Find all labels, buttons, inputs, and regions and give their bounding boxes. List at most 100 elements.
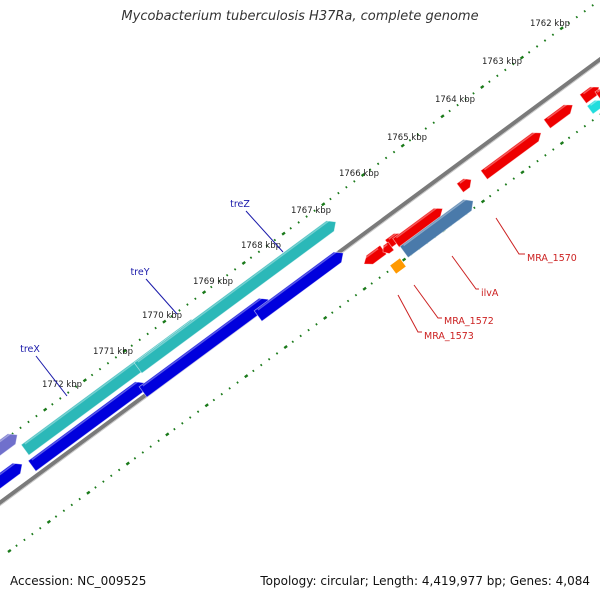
tick-label: 1766 kbp [339, 169, 379, 179]
map-title: Mycobacterium tuberculosis H37Ra, comple… [121, 9, 479, 24]
inner-tick-mark [362, 286, 367, 291]
inner-tick-mark [7, 548, 12, 553]
outer-tick-mark [146, 332, 149, 336]
inner-tick-mark [110, 474, 113, 478]
tick-label: 1770 kbp [142, 311, 182, 321]
outer-tick-mark [337, 191, 340, 195]
outer-tick-mark [297, 221, 300, 224]
outer-tick-mark [90, 373, 94, 377]
accession-text: Accession: NC_009525 [10, 574, 147, 588]
leader-line [245, 210, 284, 253]
inner-tick-mark [473, 206, 476, 210]
gene-label: treZ [230, 199, 250, 210]
MRA_1573-gene[interactable] [361, 244, 388, 268]
gene-arrow[interactable] [543, 101, 576, 129]
inner-tick-mark [291, 340, 295, 344]
inner-tick-mark [31, 532, 34, 536]
inner-tick-mark [283, 345, 288, 350]
inner-tick-mark [23, 538, 26, 542]
inner-tick-mark [544, 154, 547, 157]
outer-tick-mark [353, 180, 356, 183]
inner-tick-mark [307, 328, 310, 332]
outer-tick-mark [313, 209, 316, 213]
gene-label: treX [20, 344, 40, 355]
inner-tick-mark [149, 445, 152, 448]
inner-tick-mark [370, 282, 373, 285]
inner-tick-mark [165, 432, 170, 437]
gene-label: ilvA [481, 288, 499, 299]
MRA_1570-gene[interactable] [480, 128, 545, 180]
ilvA-gene[interactable] [399, 195, 477, 259]
outer-tick-mark [82, 378, 87, 383]
tick-label: 1762 kbp [530, 19, 570, 29]
outer-tick-mark [281, 231, 286, 236]
outer-tick-mark [217, 279, 221, 283]
gene-arrow[interactable] [27, 378, 148, 472]
outer-tick-mark [575, 15, 579, 19]
inner-tick-mark [575, 130, 579, 134]
tick-label: 1772 kbp [42, 380, 82, 390]
inner-tick-mark [552, 148, 555, 151]
outer-tick-mark [59, 397, 62, 400]
tick-label: 1763 kbp [482, 57, 522, 67]
inner-tick-mark [520, 170, 525, 175]
leader-line [145, 278, 178, 315]
inner-tick-mark [70, 503, 74, 507]
MRA_1572-gene[interactable] [380, 241, 395, 256]
inner-tick-mark [496, 188, 500, 192]
inner-tick-mark [331, 311, 334, 314]
outer-tick-mark [368, 168, 372, 171]
inner-tick-mark [125, 461, 130, 466]
outer-tick-mark [66, 391, 70, 394]
inner-tick-mark [102, 480, 105, 483]
inner-tick-mark [299, 334, 302, 338]
inner-tick-mark [46, 519, 51, 524]
outer-tick-mark [448, 109, 451, 113]
tick-label: 1771 kbp [93, 347, 133, 357]
gene-arrow[interactable] [390, 258, 406, 274]
gene-label: treY [130, 267, 149, 278]
inner-tick-mark [15, 544, 18, 547]
inner-tick-mark [275, 352, 279, 355]
inner-tick-mark [354, 293, 358, 297]
tick-layer: 1762 kbp 1763 kbp 1764 kbp 1765 kbp 1766 kbp… [3, 4, 600, 553]
outer-tick-mark [456, 103, 459, 107]
tick-label: 1768 kbp [241, 241, 281, 251]
inner-tick-mark [259, 363, 263, 367]
inner-tick-mark [583, 124, 587, 128]
inner-tick-mark [504, 183, 508, 186]
inner-tick-mark [386, 270, 389, 274]
inner-tick-mark [480, 199, 486, 204]
gene-arrow[interactable] [253, 248, 347, 322]
outer-tick-mark [43, 407, 48, 412]
inner-tick-mark [94, 486, 97, 489]
gene-arrow[interactable] [0, 430, 21, 461]
gene-arrow[interactable] [586, 96, 600, 115]
outer-tick-mark [480, 84, 485, 89]
inner-tick-mark [236, 381, 239, 384]
outer-tick-mark [400, 143, 405, 148]
outer-tick-mark [138, 338, 141, 342]
outer-tick-mark [567, 21, 571, 25]
genome-stats-text: Topology: circular; Length: 4,419,977 bp… [260, 574, 590, 588]
outer-tick-mark [51, 403, 54, 406]
outer-tick-mark [392, 150, 396, 154]
outer-tick-mark [194, 297, 197, 301]
inner-tick-mark [338, 305, 342, 309]
tick-label: 1769 kbp [193, 277, 233, 287]
inner-tick-mark [378, 276, 381, 279]
gene-arrow[interactable] [0, 459, 26, 494]
gene-arrow[interactable] [392, 204, 446, 248]
inner-tick-mark [512, 177, 516, 180]
inner-tick-mark [188, 416, 192, 419]
gene-arrow[interactable] [456, 175, 475, 193]
treY-gene[interactable] [133, 217, 340, 374]
inner-tick-mark [54, 515, 58, 518]
label-layer: treZ treY treX MRA_1570 ilvA MRA_1572 MRA_1573 [20, 199, 577, 397]
outer-tick-mark [154, 326, 157, 330]
outer-tick-mark [511, 62, 515, 66]
outer-tick-mark [106, 361, 110, 365]
outer-tick-mark [249, 256, 253, 259]
inner-tick-mark [157, 439, 160, 443]
